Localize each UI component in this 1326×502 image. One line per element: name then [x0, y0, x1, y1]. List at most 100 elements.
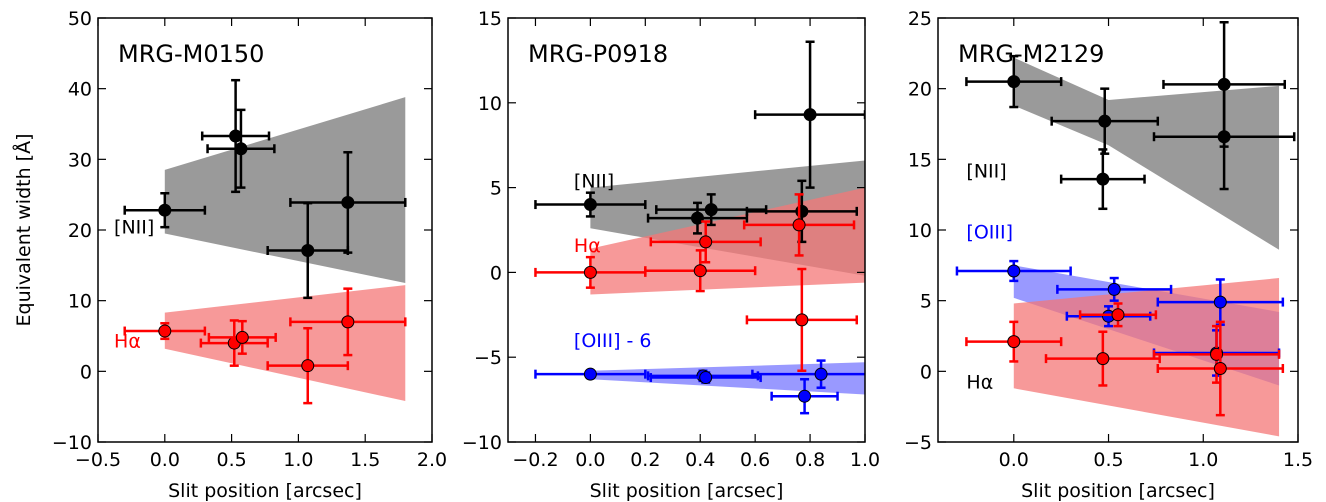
x-tick-label: −0.2	[512, 449, 558, 471]
line-label: [NII]	[114, 217, 154, 239]
y-tick-label: 20	[68, 220, 92, 242]
data-point	[534, 255, 647, 289]
x-tick-label: 0.0	[575, 449, 605, 471]
data-marker	[341, 195, 355, 209]
line-label: Hα	[114, 330, 141, 352]
y-tick-label: −5	[474, 347, 502, 369]
data-marker	[814, 367, 828, 381]
x-tick-label: 1.0	[283, 449, 313, 471]
line-label: Hα	[574, 235, 601, 257]
line-label: Hα	[966, 371, 993, 393]
data-point	[200, 78, 271, 194]
data-marker	[301, 243, 315, 257]
y-tick-label: 5	[920, 291, 932, 313]
data-point	[644, 249, 757, 293]
data-marker	[693, 264, 707, 278]
y-tick-label: 20	[908, 79, 932, 101]
panel-title: MRG-M0150	[118, 40, 264, 68]
data-point	[1156, 278, 1285, 326]
panel-2: −0.2 0.0 0.2 0.4 0.6 0.8 1.0 −10 −5 0 5 10 15 MRG-P09…	[462, 8, 880, 502]
data-marker	[704, 203, 718, 217]
y-tick-label: 40	[68, 79, 92, 101]
x-tick-label: 0.5	[216, 449, 246, 471]
x-tick-label: 2.0	[417, 449, 447, 471]
data-point	[646, 201, 749, 235]
x-tick-label: 1.5	[1283, 449, 1313, 471]
data-marker	[158, 324, 172, 338]
data-point	[753, 40, 865, 189]
data-point	[266, 326, 350, 405]
data-point	[965, 320, 1063, 363]
data-marker	[1217, 130, 1231, 144]
y-tick-label: 0	[490, 262, 502, 284]
x-tick-label: 1.0	[850, 449, 880, 471]
x-tick-label: 0.4	[685, 449, 715, 471]
y-tick-label: 15	[478, 8, 502, 30]
y-tick-label: 15	[908, 149, 932, 171]
x-tick-label: 0.6	[740, 449, 770, 471]
y-tick-label: −10	[462, 432, 502, 454]
x-axis-label: Slit position [arcsec]	[1021, 480, 1215, 502]
y-tick-label: 10	[478, 93, 502, 115]
data-marker	[1213, 295, 1227, 309]
data-marker	[1111, 308, 1125, 322]
data-marker	[583, 265, 597, 279]
y-tick-label: 0	[920, 361, 932, 383]
x-tick-label: 0.5	[1093, 449, 1123, 471]
data-point	[1059, 148, 1146, 211]
data-point	[955, 259, 1072, 283]
y-tick-label: 5	[490, 178, 502, 200]
data-marker	[699, 235, 713, 249]
data-marker	[795, 204, 809, 218]
y-tick-label: 10	[68, 291, 92, 313]
data-point	[1156, 320, 1285, 417]
x-tick-label: 0.8	[795, 449, 825, 471]
model-band-1	[164, 97, 406, 283]
data-marker	[792, 218, 806, 232]
plot-area	[534, 40, 865, 415]
data-marker	[234, 142, 248, 156]
data-marker	[1007, 75, 1021, 89]
data-marker	[158, 203, 172, 217]
y-tick-label: −5	[904, 432, 932, 454]
axes-frame	[507, 17, 866, 443]
x-tick-label: 0.0	[150, 449, 180, 471]
y-tick-label: 25	[908, 8, 932, 30]
x-axis-label: Slit position [arcsec]	[168, 480, 362, 502]
model-band-2	[164, 285, 406, 402]
y-tick-label: 0	[80, 361, 92, 383]
data-point	[751, 359, 865, 389]
plot-area	[955, 20, 1296, 437]
data-marker	[699, 371, 713, 385]
data-marker	[235, 330, 249, 344]
model-band-1	[1013, 57, 1280, 250]
data-point	[207, 319, 277, 355]
data-marker	[583, 198, 597, 212]
panel-1: −0.5 0.0 0.5 1.0 1.5 2.0 −10 0 10 20 30 40 50 MRG-M01…	[12, 8, 447, 502]
y-tick-label: 50	[68, 8, 92, 30]
line-label: [NII]	[574, 171, 614, 193]
panel-title: MRG-M2129	[958, 40, 1104, 68]
data-marker	[798, 389, 812, 403]
x-tick-label: 0.0	[999, 449, 1029, 471]
data-point	[534, 191, 647, 218]
line-label: [OIII]	[966, 221, 1013, 243]
x-axis-label: Slit position [arcsec]	[590, 480, 784, 502]
data-point	[534, 367, 647, 381]
data-marker	[301, 359, 315, 373]
data-marker	[795, 313, 809, 327]
data-marker	[1096, 172, 1110, 186]
data-point	[770, 377, 839, 415]
data-point	[1152, 83, 1296, 191]
data-point	[649, 220, 762, 264]
data-point	[1078, 302, 1158, 328]
data-point	[289, 151, 407, 254]
data-marker	[690, 211, 704, 225]
y-axis-label: Equivalent width [Å]	[12, 133, 35, 326]
plot-area	[123, 78, 407, 405]
data-marker	[1096, 352, 1110, 366]
data-point	[289, 287, 407, 357]
line-label: [OIII] - 6	[574, 330, 652, 352]
data-point	[965, 54, 1063, 109]
